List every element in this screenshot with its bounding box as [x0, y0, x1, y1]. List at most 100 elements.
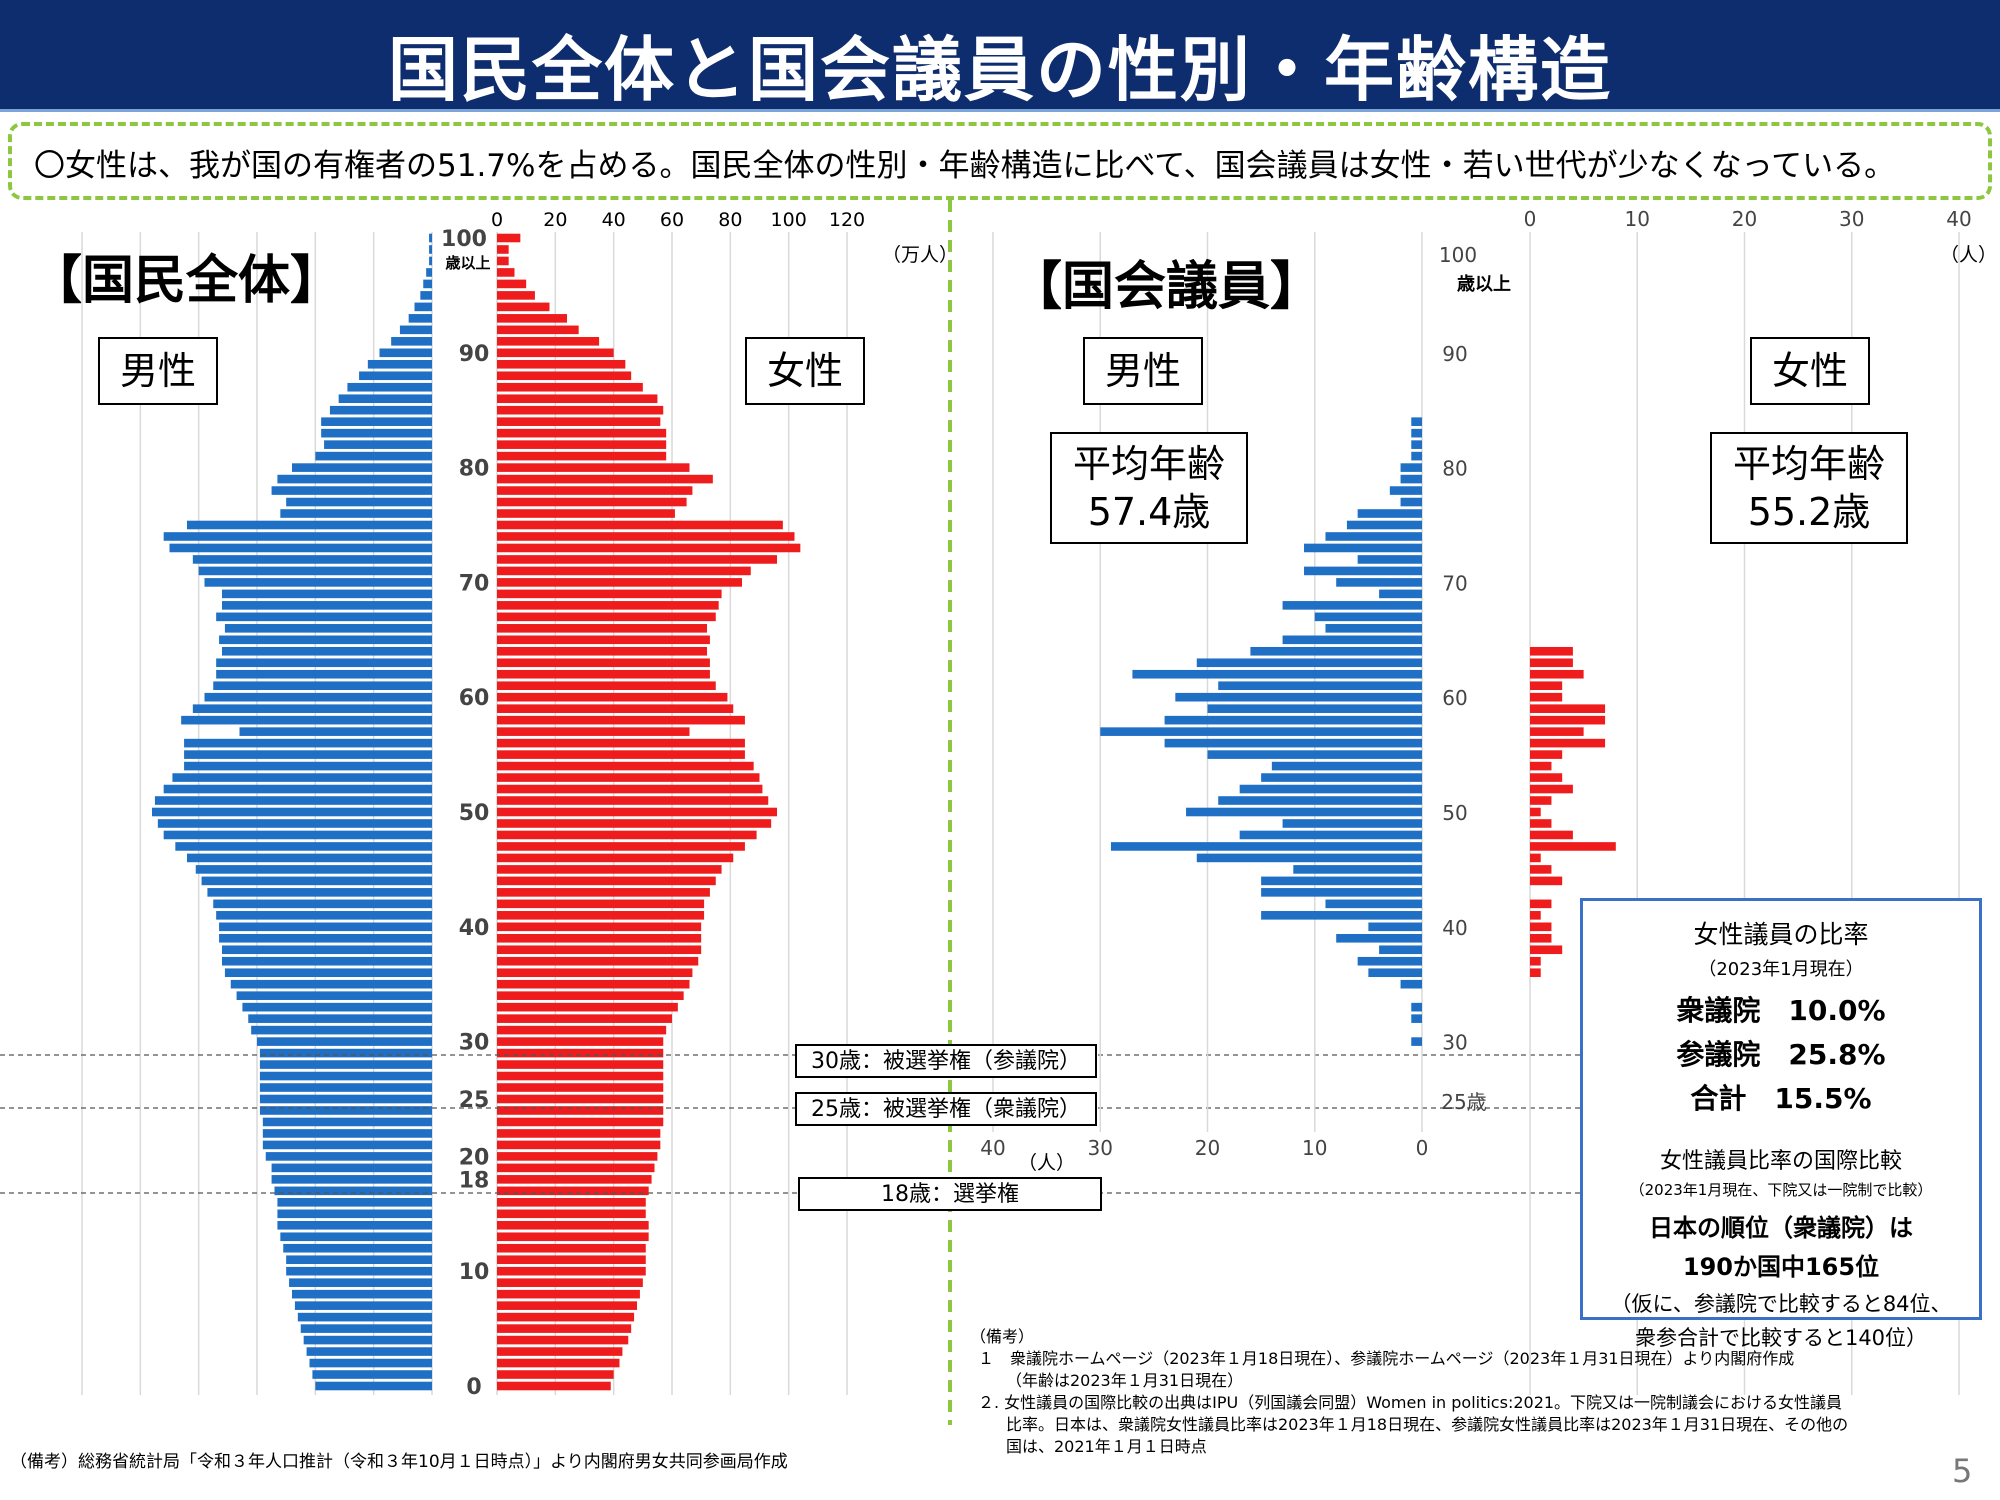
- male-population-bar: [271, 486, 432, 495]
- right-x-tick-top: 0: [1524, 207, 1537, 231]
- female-population-bar: [497, 635, 710, 645]
- right-age-label-100-suffix: 歳以上: [1457, 274, 1511, 295]
- male-average-age-value: 57.4歳: [1087, 490, 1211, 534]
- male-population-bar: [420, 291, 432, 300]
- male-population-bar: [248, 1014, 432, 1023]
- female-population-bar: [497, 1266, 646, 1276]
- male-population-bar: [414, 302, 432, 312]
- left-age-label: 30: [459, 1031, 490, 1056]
- female-population-bar: [497, 382, 643, 392]
- right-age-label: 30: [1442, 1031, 1467, 1055]
- male-population-bar: [423, 279, 432, 289]
- eligibility-age18-box: 18歳：選挙権: [798, 1177, 1102, 1211]
- female-population-bar: [497, 245, 509, 254]
- female-population-bar: [497, 337, 600, 346]
- male-member-bar: [1196, 658, 1422, 668]
- male-population-bar: [277, 1220, 432, 1230]
- male-population-bar: [204, 692, 432, 702]
- female-population-bar: [497, 1163, 655, 1173]
- male-member-bar: [1282, 635, 1422, 645]
- male-member-bar: [1368, 922, 1422, 932]
- female-population-bar: [497, 704, 734, 713]
- male-population-bar: [219, 933, 432, 943]
- female-population-bar: [497, 1209, 646, 1219]
- left-age-label: 50: [459, 801, 490, 826]
- right-age-label-25: 25歳: [1441, 1090, 1486, 1114]
- male-population-bar: [286, 497, 432, 507]
- female-population-bar: [497, 1278, 643, 1287]
- male-member-bar: [1400, 979, 1422, 989]
- male-population-bar: [277, 474, 432, 484]
- right-age-label: 90: [1442, 342, 1467, 366]
- male-population-bar: [230, 979, 432, 989]
- female-population-bar: [497, 1312, 635, 1322]
- left-age-label-100: 100: [441, 227, 487, 252]
- male-member-bar: [1357, 555, 1422, 564]
- male-population-bar: [201, 876, 432, 886]
- left-x-tick-label: 20: [543, 209, 567, 231]
- female-population-bar: [497, 233, 521, 243]
- male-population-bar: [306, 1347, 432, 1356]
- male-population-bar: [379, 348, 432, 358]
- left-age-label-100-suffix: 歳以上: [445, 254, 490, 272]
- female-population-bar: [497, 727, 690, 736]
- male-population-bar: [184, 761, 432, 771]
- male-member-bar: [1196, 853, 1422, 863]
- female-population-bar: [497, 750, 745, 759]
- male-population-bar: [219, 635, 432, 645]
- male-population-bar: [207, 888, 432, 897]
- female-population-bar: [497, 578, 742, 587]
- female-population-bar: [497, 1243, 646, 1253]
- female-population-bar: [497, 520, 783, 530]
- male-member-bar: [1239, 784, 1422, 794]
- male-population-bar: [429, 256, 432, 266]
- male-population-bar: [262, 1129, 432, 1138]
- male-population-bar: [213, 899, 432, 909]
- male-population-bar: [324, 440, 432, 449]
- female-population-bar: [497, 1381, 611, 1391]
- female-population-bar: [497, 1301, 637, 1310]
- female-population-bar: [497, 853, 734, 863]
- male-population-bar: [338, 394, 432, 404]
- male-population-bar: [163, 784, 432, 794]
- female-population-bar: [497, 440, 667, 449]
- female-member-bar: [1530, 738, 1606, 748]
- female-population-bar: [497, 497, 687, 507]
- left-age-label: 90: [459, 342, 490, 367]
- male-member-bar: [1325, 532, 1422, 541]
- male-member-bar: [1250, 646, 1422, 656]
- male-member-bar: [1379, 589, 1422, 599]
- male-population-bar: [294, 1301, 432, 1310]
- male-member-bar: [1368, 968, 1422, 978]
- right-age-label: 40: [1442, 916, 1467, 940]
- male-population-bar: [259, 1048, 432, 1058]
- left-heading: 【国民全体】: [30, 251, 343, 311]
- note-1: １ 衆議院ホームページ（2023年１月18日現在）、参議院ホームページ（2023…: [978, 1349, 1795, 1368]
- left-age-label: 60: [459, 686, 490, 711]
- notes: （備考） １ 衆議院ホームページ（2023年１月18日現在）、参議院ホームページ…: [970, 1326, 1960, 1458]
- ratio-title: 女性議員の比率: [1693, 920, 1869, 949]
- male-population-bar: [163, 532, 432, 541]
- male-member-bar: [1357, 956, 1422, 966]
- male-population-bar: [286, 1255, 432, 1265]
- male-population-bar: [239, 727, 432, 736]
- male-population-bar: [292, 463, 432, 472]
- male-population-bar: [172, 773, 432, 782]
- male-population-bar: [184, 750, 432, 759]
- female-member-bar: [1530, 692, 1563, 702]
- ratio-date: （2023年1月現在）: [1698, 959, 1864, 980]
- male-population-bar: [391, 337, 432, 346]
- male-average-age-box: 平均年齢 57.4歳: [1050, 432, 1248, 544]
- left-age-label: 0: [466, 1375, 481, 1400]
- female-population-bar: [497, 991, 684, 1000]
- male-population-bar: [204, 578, 432, 587]
- female-population-bar: [497, 692, 728, 702]
- female-member-bar: [1530, 727, 1584, 736]
- female-population-bar: [497, 658, 710, 668]
- male-population-bar: [286, 1266, 432, 1276]
- male-member-bar: [1282, 601, 1422, 610]
- female-member-bar: [1530, 773, 1563, 782]
- male-population-bar: [219, 922, 432, 932]
- male-population-bar: [163, 830, 432, 840]
- female-member-bar: [1530, 761, 1552, 771]
